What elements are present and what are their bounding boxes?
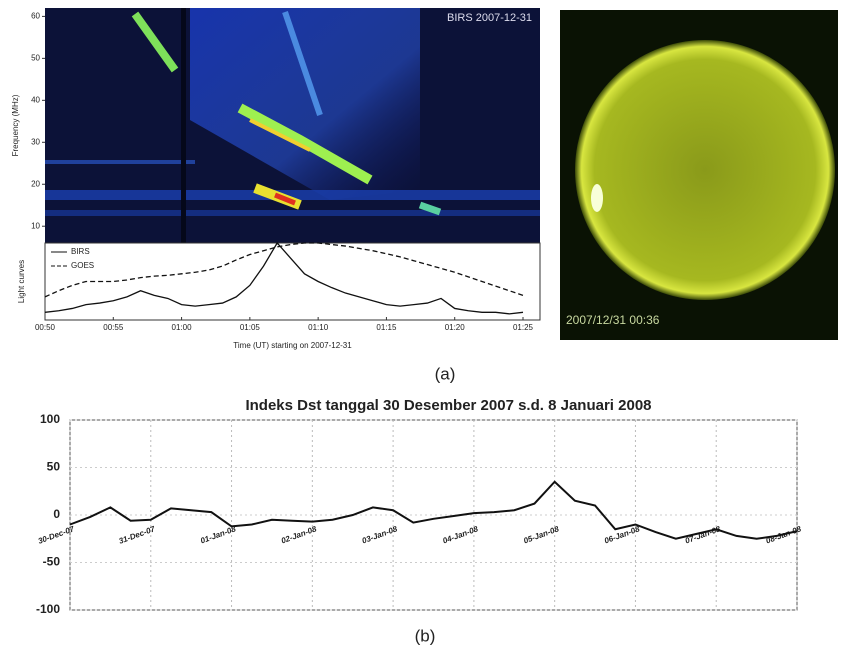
x-tick-label: 01:20 <box>445 323 466 332</box>
data-line <box>69 480 798 540</box>
y-tick-label: -100 <box>36 602 60 616</box>
dst-frame <box>69 419 798 611</box>
x-tick-label: 00:55 <box>103 323 124 332</box>
x-axis-label: Time (UT) starting on 2007-12-31 <box>233 341 352 350</box>
y-tick-label: -50 <box>43 555 61 569</box>
y-tick-label: 40 <box>31 95 40 104</box>
x-tick-label: 01:25 <box>513 323 534 332</box>
x-tick-label: 01:10 <box>308 323 329 332</box>
y-tick-label: 50 <box>47 460 61 474</box>
image-label: 2007/12/31 00:36 <box>566 313 660 327</box>
light-curve-frame <box>44 242 541 321</box>
y-tick-label: 20 <box>31 179 40 188</box>
caption: (a) <box>435 364 456 383</box>
chart-title: BIRS 2007-12-31 <box>447 12 532 24</box>
y-axis-label: Light curves <box>17 260 26 303</box>
sun-image: 2007/12/31 00:36 <box>560 10 838 340</box>
y-tick-label: 0 <box>53 507 60 521</box>
legend-label: GOES <box>71 261 94 270</box>
x-tick-label: 01:15 <box>376 323 397 332</box>
caption: (b) <box>415 626 436 645</box>
y-tick-label: 10 <box>31 221 40 230</box>
y-tick-label: 100 <box>40 412 60 426</box>
x-tick-label: 01:05 <box>240 323 261 332</box>
y-tick-label: 50 <box>31 53 40 62</box>
data-line <box>44 241 524 315</box>
y-tick-label: 60 <box>31 12 40 21</box>
x-tick-label: 01:00 <box>172 323 193 332</box>
y-axis-label: Frequency (MHz) <box>11 94 20 156</box>
spectrogram <box>45 8 540 243</box>
x-tick-label: 00:50 <box>35 323 56 332</box>
chart-title: Indeks Dst tanggal 30 Desember 2007 s.d.… <box>245 397 651 414</box>
y-tick-label: 30 <box>31 137 40 146</box>
data-line <box>44 242 524 298</box>
legend-label: BIRS <box>71 247 90 256</box>
